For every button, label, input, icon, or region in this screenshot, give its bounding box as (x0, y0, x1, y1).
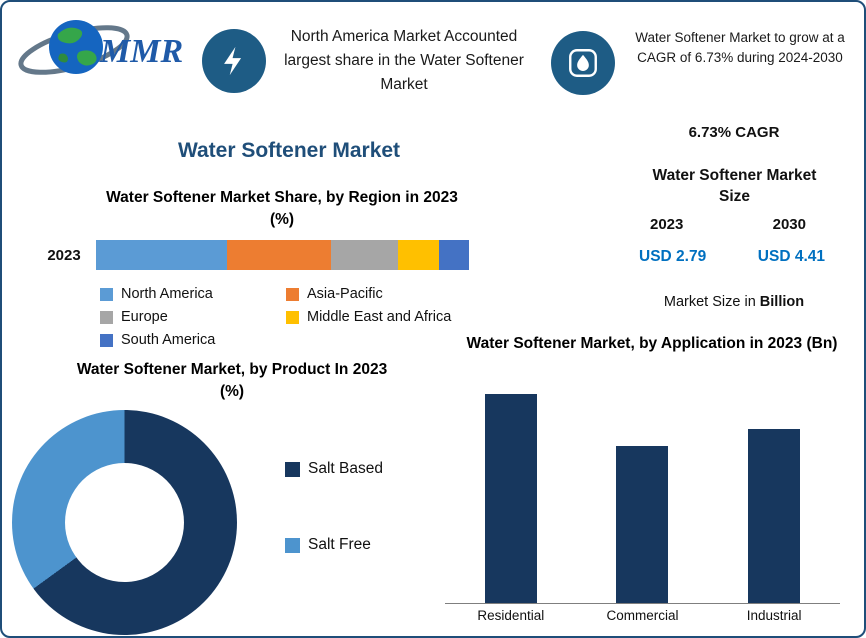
product-donut-chart (12, 410, 237, 635)
region-legend: North America Asia-Pacific Europe Middle Ea… (100, 286, 472, 355)
legend-label: South America (121, 332, 216, 348)
region-segment-asia-pacific (226, 240, 331, 270)
legend-swatch (286, 310, 299, 324)
page-title: Water Softener Market (177, 139, 401, 162)
market-size-values: USD 2.79 USD 4.41 (639, 248, 825, 266)
region-segment-middle-east-and-africa (398, 240, 440, 270)
app-column-residential (484, 394, 537, 603)
axis-label-residential: Residential (477, 608, 545, 623)
application-axis-labels: Residential Commercial Industrial (445, 608, 840, 623)
unit-bold: Billion (759, 294, 805, 310)
water-drop-icon (569, 49, 597, 77)
bar-commercial (616, 446, 669, 603)
legend-item-salt-based: Salt Based (285, 460, 455, 478)
legend-item-south-america: South America (100, 332, 286, 348)
donut-hole (65, 463, 184, 582)
market-size-years: 2023 2030 (650, 216, 806, 233)
year-2030-label: 2030 (772, 216, 806, 233)
application-bar-chart (445, 394, 840, 604)
region-chart-title: Water Softener Market Share, by Region i… (106, 189, 458, 228)
product-chart-title: Water Softener Market, by Product In 202… (76, 361, 388, 400)
legend-item-middle-east-and-africa: Middle East and Africa (286, 309, 472, 325)
legend-label: Middle East and Africa (307, 309, 452, 325)
water-drop-badge (551, 31, 615, 95)
globe-icon: MMR (18, 20, 183, 75)
legend-item-north-america: North America (100, 286, 286, 302)
mmr-logo: MMR (16, 8, 191, 88)
legend-swatch (100, 333, 113, 347)
bar-residential (484, 394, 537, 603)
app-column-commercial (616, 394, 669, 603)
legend-item-asia-pacific: Asia-Pacific (286, 286, 472, 302)
legend-label: Asia-Pacific (307, 286, 383, 302)
legend-item-salt-free: Salt Free (285, 536, 455, 554)
callout-north-america: North America Market Accounted largest s… (284, 28, 524, 94)
value-2023: USD 2.79 (639, 248, 707, 265)
unit-prefix: Market Size in (663, 294, 760, 310)
cagr-stat: 6.73% CAGR (688, 124, 780, 141)
legend-label: Europe (121, 309, 168, 325)
legend-swatch (100, 310, 113, 324)
axis-label-commercial: Commercial (606, 608, 679, 623)
logo-text: MMR (99, 33, 183, 70)
year-2023-label: 2023 (650, 216, 684, 233)
region-axis-label: 2023 (47, 246, 81, 264)
legend-label: Salt Based (308, 460, 383, 477)
product-legend: Salt Based Salt Free (285, 460, 455, 554)
lightning-icon (224, 46, 242, 76)
market-size-unit: Market Size in Billion (614, 294, 854, 310)
region-segment-europe (330, 240, 399, 270)
region-stacked-bar (96, 240, 469, 270)
legend-swatch (100, 287, 113, 301)
legend-swatch (286, 287, 299, 301)
legend-item-europe: Europe (100, 309, 286, 325)
region-segment-north-america (96, 240, 227, 270)
legend-label: North America (121, 286, 213, 302)
value-2030: USD 4.41 (757, 248, 825, 265)
legend-swatch (285, 461, 300, 477)
region-segment-south-america (439, 240, 469, 270)
bar-industrial (748, 428, 801, 603)
application-chart-title: Water Softener Market, by Application in… (466, 335, 838, 352)
region-bar-row: 2023 (32, 240, 469, 270)
callout-cagr: Water Softener Market to grow at a CAGR … (635, 30, 845, 66)
legend-swatch (285, 537, 300, 553)
market-size-title: Water Softener Market Size (652, 167, 817, 205)
legend-label: Salt Free (308, 536, 371, 553)
lightning-badge (202, 29, 266, 93)
axis-label-industrial: Industrial (746, 608, 802, 623)
app-column-industrial (748, 394, 801, 603)
